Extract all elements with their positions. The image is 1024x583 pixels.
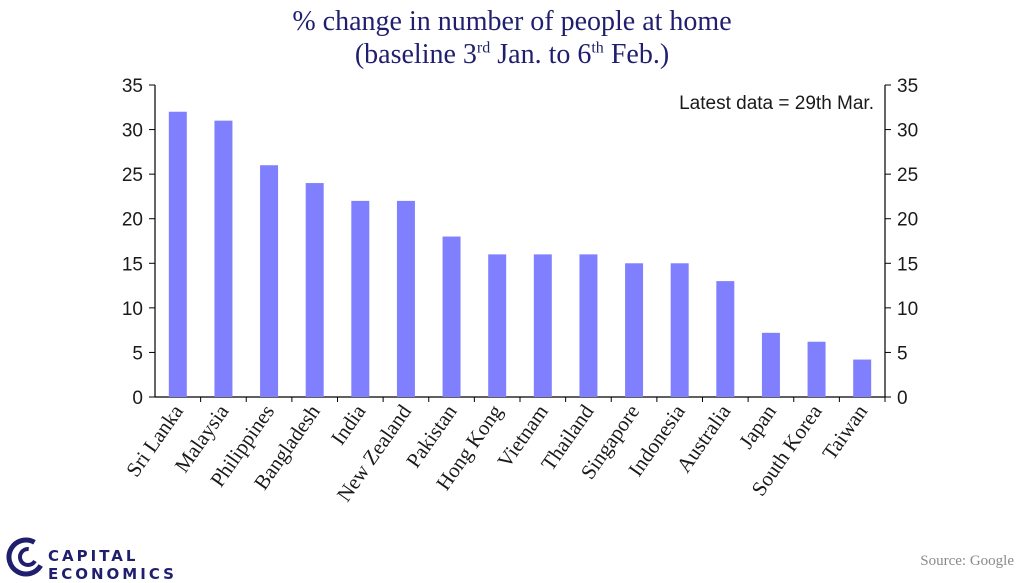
bar: [853, 359, 872, 397]
bar: [807, 341, 826, 397]
y-tick-label-left: 5: [132, 343, 143, 364]
bar: [442, 236, 461, 397]
latest-data-annotation: Latest data = 29th Mar.: [679, 93, 874, 114]
bar: [260, 165, 279, 397]
y-tick-label-right: 10: [897, 299, 918, 320]
bar: [716, 281, 735, 397]
x-category-label: Taiwan: [817, 400, 872, 465]
y-tick-label-left: 10: [122, 299, 143, 320]
chart-subtitle: (baseline 3rd Jan. to 6th Feb.): [0, 39, 1024, 71]
y-tick-label-right: 20: [897, 210, 918, 231]
chart-title-line1: % change in number of people at home: [292, 6, 732, 37]
y-tick-label-left: 20: [122, 210, 143, 231]
y-tick-label-left: 0: [132, 388, 143, 409]
subtitle-superscript-th: th: [591, 39, 604, 57]
bar: [168, 111, 187, 397]
x-category-label: India: [326, 400, 371, 450]
bar: [488, 254, 507, 397]
bar: [351, 200, 370, 397]
chart-title: % change in number of people at home: [0, 6, 1024, 38]
y-tick-label-left: 25: [122, 165, 143, 186]
x-category-label: Japan: [734, 400, 781, 453]
y-tick-label-left: 35: [122, 76, 143, 97]
bar: [761, 332, 780, 397]
y-tick-label-right: 5: [897, 343, 908, 364]
bar: [214, 120, 233, 398]
subtitle-part: (baseline 3: [354, 39, 477, 70]
bar: [670, 263, 689, 397]
capital-economics-logo: CAPITAL ECONOMICS: [6, 535, 246, 583]
subtitle-part: Feb.): [603, 39, 670, 70]
bar: [579, 254, 598, 397]
logo-text: CAPITAL ECONOMICS: [48, 547, 177, 583]
source-note: Source: Google: [920, 553, 1014, 569]
y-tick-label-right: 35: [897, 76, 918, 97]
bar: [305, 183, 324, 397]
bar: [533, 254, 552, 397]
y-tick-label-right: 15: [897, 254, 918, 275]
y-tick-label-left: 30: [122, 121, 143, 142]
y-tick-label-right: 25: [897, 165, 918, 186]
capital-economics-logo-icon: [6, 537, 46, 577]
y-tick-label-right: 0: [897, 388, 908, 409]
bar: [625, 263, 644, 397]
bar: [396, 200, 415, 397]
subtitle-superscript-rd: rd: [476, 39, 491, 57]
y-tick-label-right: 30: [897, 121, 918, 142]
y-tick-label-left: 15: [122, 254, 143, 275]
subtitle-part: Jan. to 6: [490, 39, 592, 70]
